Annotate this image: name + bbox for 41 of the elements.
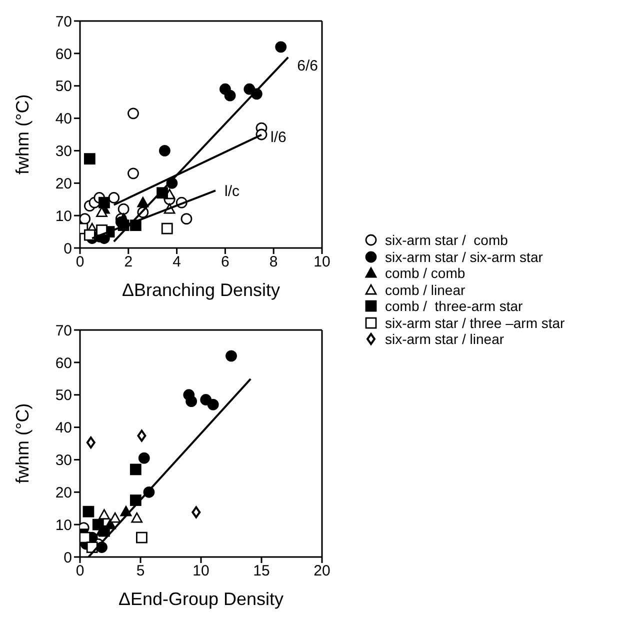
y-tick-label: 30 (55, 143, 72, 160)
x-tick-label: 8 (269, 254, 278, 271)
y-axis-title: fwhm (°C) (12, 94, 32, 174)
y-tick-label: 10 (55, 208, 72, 225)
y-tick-label: 70 (55, 13, 72, 30)
y-tick-label: 0 (64, 549, 72, 566)
x-axis-title: ΔBranching Density (122, 280, 280, 300)
y-tick-label: 20 (55, 175, 72, 192)
y-tick-label: 60 (55, 46, 72, 63)
x-tick-label: 10 (192, 562, 210, 580)
y-tick-label: 50 (55, 78, 72, 96)
annotation: l/6 (270, 129, 286, 146)
legend-label: six-arm star / three –arm star (385, 314, 565, 331)
annotation: l/c (224, 182, 240, 200)
legend-label: comb / linear (385, 282, 466, 298)
annotation: 6/6 (297, 58, 318, 75)
y-tick-label: 60 (55, 354, 72, 372)
legend-label: comb / three-arm star (385, 298, 523, 314)
y-tick-label: 40 (55, 420, 72, 437)
legend-label: six-arm star / six-arm star (385, 248, 543, 265)
legend-label: comb / comb (385, 265, 466, 282)
y-axis-title: fwhm (°C) (12, 403, 32, 484)
x-tick-label: 0 (76, 254, 84, 271)
x-tick-label: 10 (314, 254, 330, 271)
x-tick-label: 6 (221, 254, 230, 271)
legend-label: six-arm star / linear (385, 331, 504, 348)
y-tick-label: 0 (64, 240, 72, 258)
y-tick-label: 70 (55, 322, 72, 340)
legend-label: six-arm star / comb (385, 232, 508, 248)
x-tick-label: 5 (136, 562, 145, 580)
x-tick-label: 4 (172, 254, 181, 271)
y-tick-label: 10 (55, 516, 72, 534)
x-axis-title: ΔEnd-Group Density (118, 589, 284, 609)
y-tick-label: 40 (55, 110, 72, 128)
x-tick-label: 0 (76, 562, 84, 580)
y-tick-label: 20 (55, 484, 72, 502)
x-tick-label: 20 (314, 562, 330, 580)
x-tick-label: 15 (253, 562, 270, 580)
y-tick-label: 30 (55, 452, 72, 470)
x-tick-label: 2 (124, 254, 133, 271)
y-tick-label: 50 (55, 387, 72, 404)
